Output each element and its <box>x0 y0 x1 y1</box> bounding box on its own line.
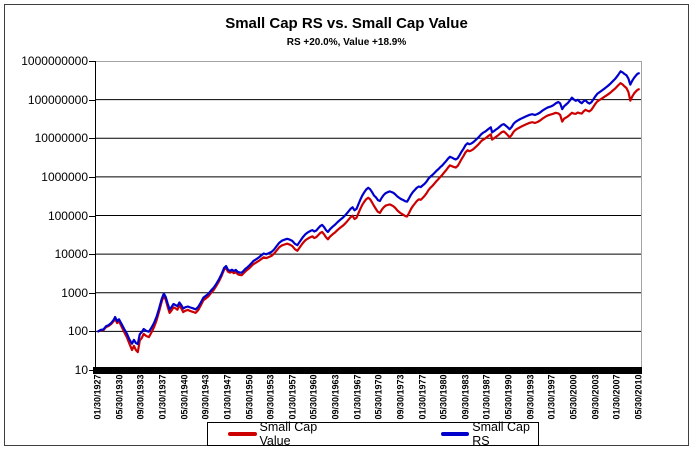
legend-swatch-small-cap-value <box>228 432 257 436</box>
legend: Small Cap Value Small Cap RS <box>207 420 539 448</box>
x-tick-label: 05/30/2000 <box>568 374 579 420</box>
chart-subtitle: RS +20.0%, Value +18.9% <box>286 37 407 48</box>
chart-title: Small Cap RS vs. Small Cap Value <box>225 15 468 32</box>
y-tick-mark <box>89 292 95 294</box>
y-tick-mark <box>89 138 95 140</box>
y-tick-label: 1000000000 <box>21 54 88 68</box>
series-line-small-cap-rs <box>97 70 640 346</box>
x-tick-label: 09/30/2003 <box>590 374 601 420</box>
x-tick-label: 01/30/2007 <box>611 374 622 420</box>
x-tick-label: 09/30/1933 <box>135 374 146 420</box>
x-tick-label: 01/30/1937 <box>157 374 168 420</box>
legend-label-small-cap-value: Small Cap Value <box>259 420 318 448</box>
y-tick-label: 100000 <box>47 208 88 223</box>
legend-swatch-small-cap-rs <box>440 432 470 436</box>
x-axis-line <box>93 367 642 374</box>
y-tick-mark <box>89 215 95 217</box>
y-tick-label: 100000000 <box>27 92 88 107</box>
series-line-small-cap-value <box>97 82 640 354</box>
x-tick-label: 01/30/1997 <box>546 374 557 420</box>
x-tick-label: 05/30/1930 <box>114 374 125 420</box>
legend-item-small-cap-rs: Small Cap RS <box>440 420 538 448</box>
y-tick-mark <box>89 61 95 62</box>
y-tick-mark <box>89 331 95 333</box>
legend-label-small-cap-rs: Small Cap RS <box>472 420 530 448</box>
y-tick-mark <box>89 370 95 371</box>
x-tick-label: 05/30/2010 <box>633 374 644 420</box>
y-tick-mark <box>89 176 95 178</box>
y-tick-label: 10000000 <box>34 131 88 146</box>
y-tick-mark <box>89 254 95 256</box>
y-tick-mark <box>89 99 95 101</box>
y-tick-label: 10000 <box>54 247 88 262</box>
x-tick-label: 01/30/1927 <box>92 374 103 420</box>
y-tick-label: 100 <box>67 324 88 339</box>
y-tick-label: 10 <box>74 363 88 377</box>
plot-area <box>95 61 642 370</box>
x-tick-label: 05/30/1940 <box>179 374 190 420</box>
y-tick-label: 1000000 <box>41 169 88 184</box>
y-tick-label: 1000 <box>61 285 88 300</box>
legend-item-small-cap-value: Small Cap Value <box>228 420 337 448</box>
